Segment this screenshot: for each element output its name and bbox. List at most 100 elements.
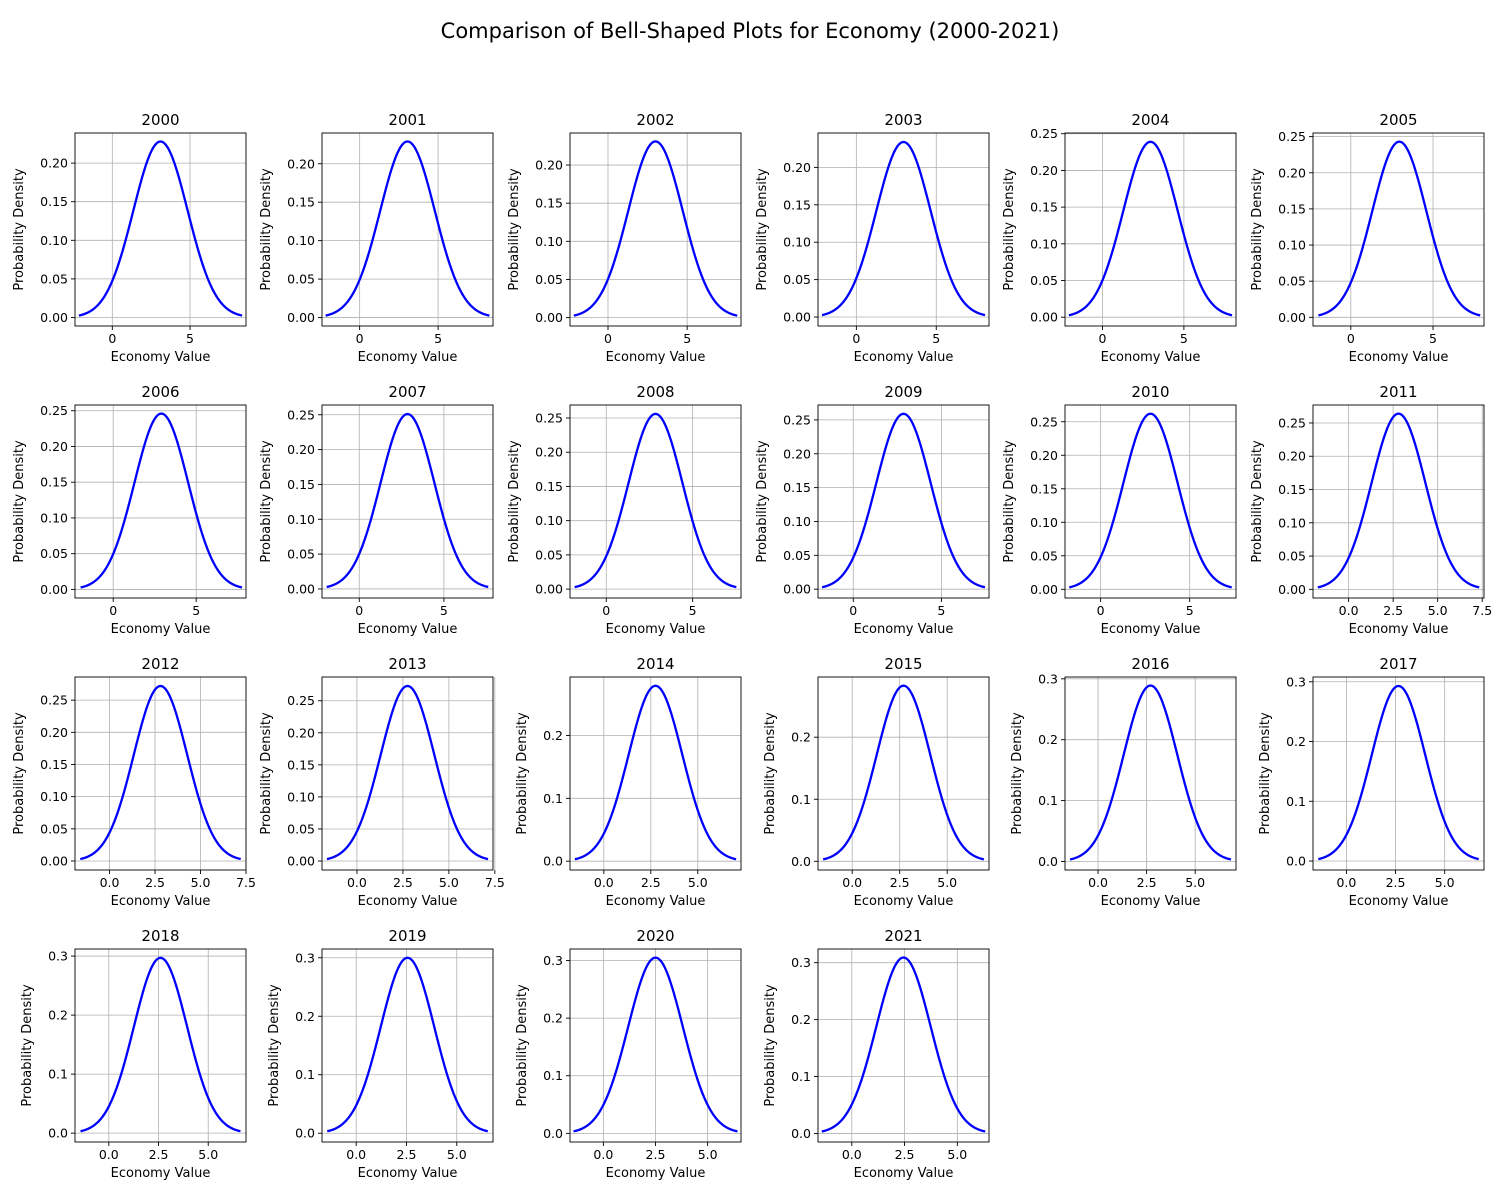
density-line-2011: [1317, 412, 1480, 589]
axes-frame: [74, 404, 247, 599]
subplot-title: 2000: [141, 111, 179, 129]
x-tick-label: 0.0: [1088, 875, 1108, 890]
x-tick-label: 0.0: [346, 1147, 366, 1162]
y-tick-label: 0.1: [1038, 793, 1058, 808]
subplot-title: 2015: [884, 655, 922, 673]
density-line-2014: [574, 684, 737, 861]
x-tick-label: 0: [1097, 603, 1105, 618]
subplot-2014: 0.0 2.5 5.0 0.0 0.1 0.2 2014 Economy Value Proba…: [515, 655, 742, 909]
density-line-2000: [78, 140, 243, 317]
y-tick-label: 0.2: [791, 730, 811, 745]
y-tick-label: 0.00: [40, 853, 68, 868]
y-axis-label: Probability Density: [1258, 712, 1273, 835]
y-axis-label: Probability Density: [12, 712, 27, 835]
subplot-title: 2021: [884, 927, 922, 945]
y-tick-label: 0.05: [287, 547, 315, 562]
y-axis-label: Probability Density: [259, 168, 274, 291]
y-tick-label: 0.1: [1286, 794, 1306, 809]
x-axis-label: Economy Value: [606, 894, 706, 909]
subplot-2015: 0.0 2.5 5.0 0.0 0.1 0.2 2015 Economy Value Proba…: [763, 655, 990, 909]
x-tick-label: 7.5: [1472, 603, 1492, 618]
subplot-2020: 0.0 2.5 5.0 0.0 0.1 0.2 0.3 2020 Economy Value Pr…: [515, 927, 742, 1181]
y-axis-label: Probability Density: [1250, 440, 1265, 563]
y-tick-label: 0.00: [1030, 582, 1058, 597]
axes-frame: [569, 132, 742, 327]
y-tick-label: 0.1: [791, 1069, 811, 1084]
x-tick-label: 2.5: [1383, 603, 1403, 618]
x-tick-label: 5: [932, 331, 940, 346]
x-tick-label: 0.0: [842, 875, 862, 890]
subplot-2013: 0.0 2.5 5.0 7.5 0.00 0.05 0.10 0.15 0.20 0.25 2013…: [259, 655, 505, 909]
density-line-2017: [1318, 684, 1479, 861]
y-axis-label: Probability Density: [507, 440, 522, 563]
y-tick-label: 0.2: [543, 728, 563, 743]
y-tick-label: 0.15: [40, 757, 68, 772]
y-tick-label: 0.25: [40, 403, 68, 418]
y-tick-label: 0.15: [783, 197, 811, 212]
y-tick-label: 0.15: [1278, 482, 1306, 497]
y-tick-label: 0.05: [1278, 274, 1306, 289]
y-tick-label: 0.00: [783, 310, 811, 325]
subplot-title: 2001: [388, 111, 426, 129]
y-tick-label: 0.0: [1286, 854, 1306, 869]
x-tick-label: 5: [1186, 603, 1194, 618]
density-line-2008: [574, 412, 737, 589]
x-tick-label: 0.0: [347, 875, 367, 890]
y-tick-label: 0.20: [287, 442, 315, 457]
density-line-2015: [822, 684, 985, 861]
y-tick-label: 0.10: [1030, 515, 1058, 530]
y-tick-label: 0.10: [535, 234, 563, 249]
y-tick-label: 0.00: [40, 582, 68, 597]
x-axis-label: Economy Value: [111, 1166, 211, 1181]
x-tick-label: 5: [1180, 331, 1188, 346]
y-axis-label: Probability Density: [755, 440, 770, 563]
y-axis-label: Probability Density: [507, 168, 522, 291]
y-tick-label: 0.20: [783, 160, 811, 175]
y-tick-label: 0.00: [287, 310, 315, 325]
y-tick-label: 0.0: [791, 854, 811, 869]
axes-frame: [817, 404, 990, 599]
x-axis-label: Economy Value: [854, 894, 954, 909]
x-tick-label: 2.5: [145, 875, 165, 890]
y-tick-label: 0.1: [543, 791, 563, 806]
y-tick-label: 0.15: [40, 475, 68, 490]
y-tick-label: 0.10: [783, 235, 811, 250]
x-tick-label: 5.0: [947, 1147, 967, 1162]
density-line-2005: [1318, 140, 1481, 317]
axes-frame: [817, 948, 990, 1143]
y-tick-label: 0.00: [287, 854, 315, 869]
subplot-title: 2009: [884, 383, 922, 401]
subplot-2004: 0 5 0.00 0.05 0.10 0.15 0.20 0.25 2004 Economy Va…: [1002, 111, 1237, 365]
x-tick-label: 0: [355, 603, 363, 618]
y-tick-label: 0.05: [1278, 549, 1306, 564]
x-tick-label: 2.5: [895, 1147, 915, 1162]
x-axis-label: Economy Value: [854, 350, 954, 365]
axes-frame: [569, 404, 742, 599]
x-tick-label: 0: [356, 331, 364, 346]
y-tick-label: 0.20: [40, 156, 68, 171]
axes-frame: [74, 132, 247, 327]
x-axis-label: Economy Value: [854, 622, 954, 637]
x-axis-label: Economy Value: [111, 622, 211, 637]
y-tick-label: 0.10: [40, 510, 68, 525]
subplot-2019: 0.0 2.5 5.0 0.0 0.1 0.2 0.3 2019 Economy Value Pr…: [267, 927, 494, 1181]
y-tick-label: 0.25: [1030, 414, 1058, 429]
x-axis-label: Economy Value: [606, 350, 706, 365]
x-tick-label: 0: [1347, 331, 1355, 346]
x-axis-label: Economy Value: [1101, 622, 1201, 637]
x-axis-label: Economy Value: [854, 1166, 954, 1181]
axes-frame: [569, 676, 742, 871]
subplot-title: 2002: [636, 111, 674, 129]
subplot-title: 2004: [1131, 111, 1169, 129]
density-line-2003: [821, 140, 986, 317]
figure-title: Comparison of Bell-Shaped Plots for Econ…: [440, 19, 1060, 43]
subplot-2016: 0.0 2.5 5.0 0.0 0.1 0.2 0.3 2016 Economy Value Pr…: [1010, 655, 1237, 909]
y-tick-label: 0.10: [287, 233, 315, 248]
density-line-2004: [1068, 140, 1233, 317]
y-tick-label: 0.25: [1278, 415, 1306, 430]
axes-frame: [321, 404, 494, 599]
y-tick-label: 0.00: [1278, 310, 1306, 325]
density-line-2020: [573, 956, 738, 1133]
axes-frame: [1064, 404, 1237, 599]
